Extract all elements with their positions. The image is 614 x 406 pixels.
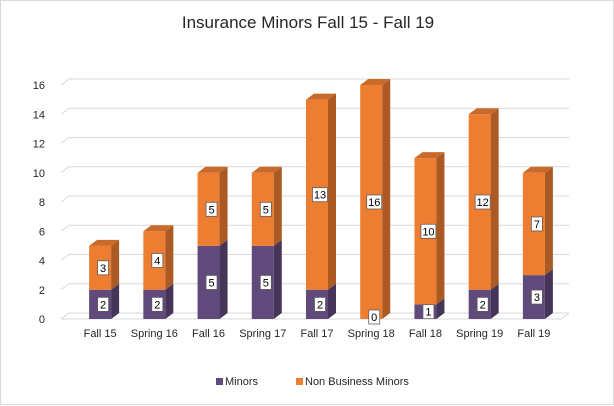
legend: Minors Non Business Minors xyxy=(216,376,409,388)
data-label-non-business-minors: 3 xyxy=(97,260,109,276)
legend-item-non-business-minors: Non Business Minors xyxy=(296,376,409,388)
data-label-non-business-minors: 4 xyxy=(151,253,164,268)
bar-top-face xyxy=(414,152,445,159)
data-label-minors: 2 xyxy=(97,297,109,312)
gridline xyxy=(60,137,569,144)
data-label-minors: 5 xyxy=(205,275,218,290)
bar-top-face xyxy=(306,93,336,100)
legend-label: Non Business Minors xyxy=(305,376,409,388)
y-tick-label: 10 xyxy=(33,168,45,180)
data-label-minors: 0 xyxy=(368,309,381,325)
svg-text:5: 5 xyxy=(263,277,269,289)
svg-text:2: 2 xyxy=(154,299,160,311)
bar-top-face xyxy=(143,225,174,232)
svg-text:1: 1 xyxy=(425,307,431,319)
data-label-non-business-minors: 5 xyxy=(259,201,272,217)
bar-top-face xyxy=(197,166,228,173)
data-label-non-business-minors: 10 xyxy=(420,223,437,239)
data-label-non-business-minors: 12 xyxy=(474,194,491,210)
gridline xyxy=(60,166,569,174)
gridline xyxy=(60,195,569,203)
y-tick-label: 2 xyxy=(39,285,45,297)
data-label-non-business-minors: 5 xyxy=(205,201,218,217)
floor-line xyxy=(61,312,570,320)
x-category-label: Spring 16 xyxy=(131,328,178,340)
data-label-minors: 2 xyxy=(314,297,326,312)
bar-top-face xyxy=(468,108,499,115)
y-tick-label: 12 xyxy=(33,139,45,151)
x-category-label: Fall 18 xyxy=(409,328,442,340)
x-category-label: Spring 19 xyxy=(456,328,503,340)
y-tick-label: 8 xyxy=(39,197,45,209)
svg-text:12: 12 xyxy=(477,197,489,209)
gridline xyxy=(60,254,569,261)
svg-text:5: 5 xyxy=(208,204,214,216)
data-label-non-business-minors: 13 xyxy=(312,187,328,203)
x-category-label: Fall 17 xyxy=(300,328,333,340)
svg-text:10: 10 xyxy=(422,226,434,238)
data-label-minors: 5 xyxy=(259,275,272,290)
svg-text:7: 7 xyxy=(534,219,540,231)
data-label-minors: 3 xyxy=(531,289,543,305)
bar-top-face xyxy=(251,166,282,173)
gridline xyxy=(60,312,569,320)
x-category-label: Fall 19 xyxy=(517,328,550,340)
legend-swatch xyxy=(296,378,303,385)
legend-item-minors: Minors xyxy=(216,376,259,388)
data-label-minors: 1 xyxy=(422,304,435,320)
x-category-label: Fall 15 xyxy=(84,328,117,340)
svg-text:2: 2 xyxy=(480,299,486,311)
gridline xyxy=(60,224,569,232)
y-tick-label: 6 xyxy=(39,226,45,238)
gridline xyxy=(60,107,569,115)
bar-top-face xyxy=(89,239,120,246)
svg-text:0: 0 xyxy=(371,312,377,324)
svg-text:5: 5 xyxy=(263,204,269,216)
bar-top-face xyxy=(360,79,391,85)
y-tick-label: 0 xyxy=(39,314,45,326)
bar-top-face xyxy=(522,166,553,173)
svg-text:2: 2 xyxy=(100,299,106,311)
svg-text:3: 3 xyxy=(534,292,540,304)
data-label-non-business-minors: 16 xyxy=(366,194,383,210)
x-category-label: Spring 18 xyxy=(348,328,395,340)
gridline xyxy=(60,78,569,86)
legend-swatch xyxy=(216,378,223,385)
data-label-minors: 2 xyxy=(476,297,489,312)
gridline xyxy=(60,283,569,291)
svg-text:16: 16 xyxy=(368,197,380,209)
chart-title: Insurance Minors Fall 15 - Fall 19 xyxy=(182,13,434,32)
data-label-minors: 2 xyxy=(151,297,164,312)
svg-text:13: 13 xyxy=(314,190,326,202)
y-tick-label: 14 xyxy=(33,109,45,121)
svg-text:2: 2 xyxy=(317,299,323,311)
svg-text:3: 3 xyxy=(100,263,106,275)
y-tick-label: 4 xyxy=(39,256,45,268)
y-tick-label: 16 xyxy=(33,80,45,92)
bar-minors xyxy=(251,239,282,319)
data-label-non-business-minors: 7 xyxy=(531,216,543,232)
x-category-label: Spring 17 xyxy=(239,328,286,340)
bar-non-business-minors xyxy=(468,108,499,290)
svg-text:4: 4 xyxy=(154,256,160,268)
x-category-label: Fall 16 xyxy=(192,328,225,340)
svg-text:5: 5 xyxy=(208,277,214,289)
legend-label: Minors xyxy=(225,376,259,388)
